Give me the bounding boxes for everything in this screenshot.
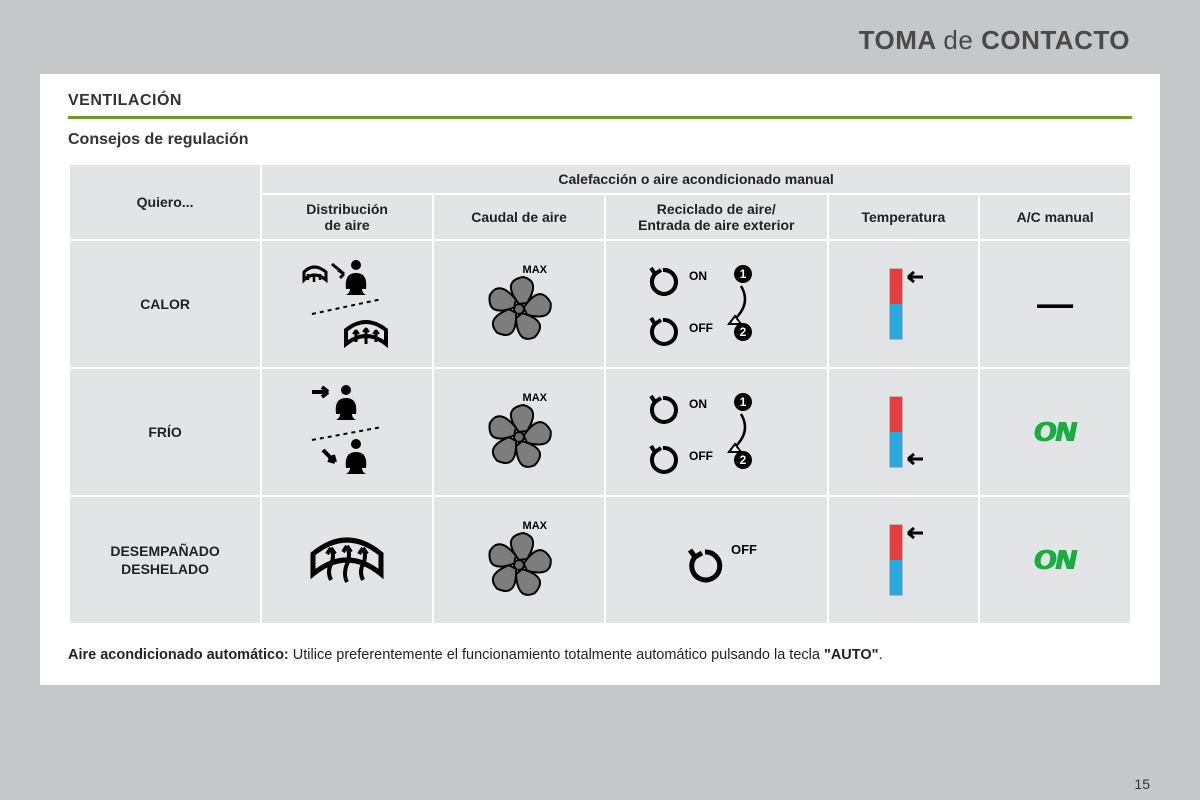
fan-icon: MAX	[433, 368, 605, 496]
section-subtitle: Consejos de regulación	[68, 131, 1132, 149]
fan-icon: MAX	[433, 240, 605, 368]
col-header-recirc: Reciclado de aire/ Entrada de aire exter…	[605, 194, 828, 240]
footnote-text: Utilice preferentemente el funcionamient…	[289, 647, 824, 663]
svg-text:OFF: OFF	[731, 542, 757, 557]
row-label-calor: CALOR	[69, 240, 261, 368]
ac-on-label: ON	[1034, 544, 1076, 575]
footnote-bold2: "AUTO"	[824, 647, 879, 663]
temp-icon-hot	[828, 240, 980, 368]
ac-cell-frio: ON	[979, 368, 1131, 496]
temp-icon-cold	[828, 368, 980, 496]
dist-icon-calor	[261, 240, 433, 368]
dist-icon-defrost	[261, 496, 433, 624]
svg-text:2: 2	[740, 325, 747, 339]
svg-text:ON: ON	[689, 397, 707, 411]
footnote-bold1: Aire acondicionado automático:	[68, 647, 289, 663]
recirc-icon: ON 1 OFF 2	[605, 368, 828, 496]
dist-icon-frio	[261, 368, 433, 496]
svg-text:1: 1	[740, 395, 747, 409]
svg-text:MAX: MAX	[523, 520, 548, 532]
footnote: Aire acondicionado automático: Utilice p…	[68, 647, 1132, 663]
ac-on-label: ON	[1034, 416, 1076, 447]
table-row: DESEMPAÑADO DESHELADO	[69, 496, 1131, 624]
temp-icon-hot	[828, 496, 980, 624]
col-header-temp: Temperatura	[828, 194, 980, 240]
svg-text:OFF: OFF	[689, 449, 713, 463]
section-title: VENTILACIÓN	[68, 92, 1132, 110]
table-row: FRÍO	[69, 368, 1131, 496]
svg-text:MAX: MAX	[523, 264, 548, 276]
title-part-a: TOMA	[859, 25, 936, 55]
climate-table: Quiero... Calefacción o aire acondiciona…	[68, 163, 1132, 625]
table-row: CALOR	[69, 240, 1131, 368]
title-part-c: CONTACTO	[981, 25, 1130, 55]
row-label-frio: FRÍO	[69, 368, 261, 496]
col-header-ac: A/C manual	[979, 194, 1131, 240]
col-header-flow: Caudal de aire	[433, 194, 605, 240]
col-super-header: Calefacción o aire acondicionado manual	[261, 164, 1131, 194]
section-rule	[68, 116, 1132, 119]
col-header-want: Quiero...	[69, 164, 261, 240]
svg-text:MAX: MAX	[523, 392, 548, 404]
title-part-b: de	[943, 25, 973, 55]
svg-text:1: 1	[740, 267, 747, 281]
recirc-off-icon: OFF	[605, 496, 828, 624]
page-title: TOMA de CONTACTO	[40, 25, 1160, 56]
ac-dash-icon: —	[1037, 283, 1073, 324]
footnote-tail: .	[879, 647, 883, 663]
svg-text:2: 2	[740, 453, 747, 467]
ac-cell-calor: —	[979, 240, 1131, 368]
ac-cell-defrost: ON	[979, 496, 1131, 624]
fan-icon: MAX	[433, 496, 605, 624]
page-number: 15	[1134, 776, 1150, 792]
recirc-icon: ON 1 OFF 2	[605, 240, 828, 368]
content-card: VENTILACIÓN Consejos de regulación Quier…	[40, 74, 1160, 685]
row-label-defrost: DESEMPAÑADO DESHELADO	[69, 496, 261, 624]
svg-text:OFF: OFF	[689, 321, 713, 335]
svg-text:ON: ON	[689, 269, 707, 283]
col-header-dist: Distribución de aire	[261, 194, 433, 240]
